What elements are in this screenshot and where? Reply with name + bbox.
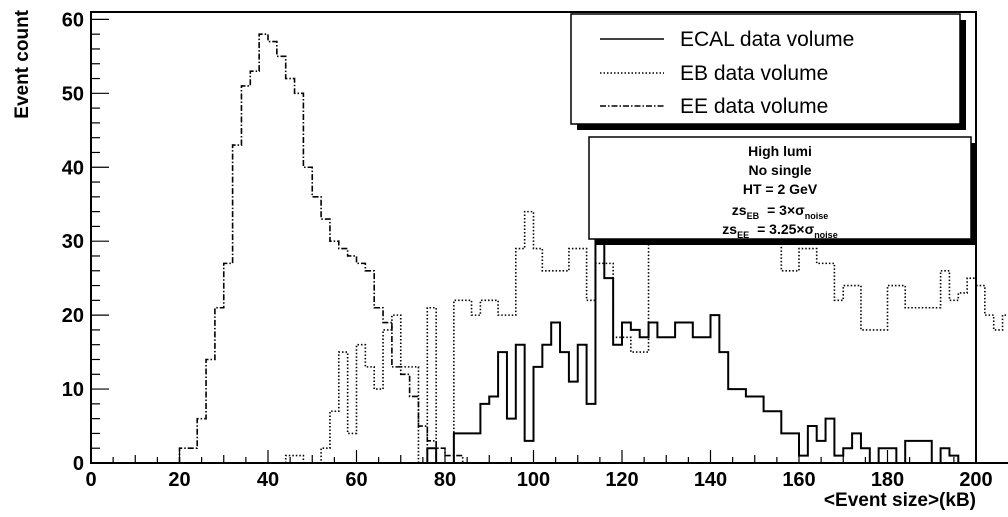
y-tick-label-10: 10 <box>62 379 84 401</box>
zs-ee-prefix: zs <box>722 221 737 237</box>
y-tick-labels: 0 10 20 30 40 50 60 <box>62 9 84 475</box>
x-tick-label-60: 60 <box>345 469 367 491</box>
info-line-ht: HT = 2 GeV <box>743 181 818 197</box>
zs-ee-noise: noise <box>814 230 838 240</box>
zs-ee-value: = 3.25×σ <box>757 221 814 237</box>
series-1-histogram <box>284 151 1008 464</box>
legend-label-ee: EE data volume <box>680 95 828 118</box>
series-2-histogram <box>178 33 985 464</box>
legend-label-ecal: ECAL data volume <box>680 28 854 51</box>
series-layer <box>178 33 1008 464</box>
x-tick-label-20: 20 <box>168 469 190 491</box>
x-tick-label-140: 140 <box>694 469 727 491</box>
info-box-frame <box>588 136 972 240</box>
x-tick-label-180: 180 <box>871 469 904 491</box>
info-box: High lumi No single HT = 2 GeV zsEB = 3×σ… <box>588 136 977 245</box>
x-tick-label-0: 0 <box>85 469 96 491</box>
info-line-no-single: No single <box>748 162 811 178</box>
zs-eb-prefix: zs <box>732 202 747 218</box>
y-tick-label-0: 0 <box>73 453 84 475</box>
y-tick-label-20: 20 <box>62 305 84 327</box>
y-tick-label-40: 40 <box>62 157 84 179</box>
axis-ticks <box>90 18 977 464</box>
legend-label-eb: EB data volume <box>680 62 828 85</box>
series-0-histogram <box>418 218 1008 464</box>
zs-eb-value: = 3×σ <box>767 202 805 218</box>
x-tick-label-200: 200 <box>959 469 992 491</box>
x-tick-labels: 0 20 40 60 80 100 120 140 160 180 200 <box>85 469 992 491</box>
x-axis-title: <Event size>(kB) <box>824 490 976 511</box>
y-tick-label-60: 60 <box>62 9 84 31</box>
x-tick-label-160: 160 <box>782 469 815 491</box>
y-tick-label-30: 30 <box>62 231 84 253</box>
legend: ECAL data volume EB data volume EE data … <box>570 13 966 130</box>
x-tick-label-100: 100 <box>517 469 550 491</box>
zs-ee-sub: EE <box>737 230 749 240</box>
info-line-high-lumi: High lumi <box>748 143 812 159</box>
y-tick-label-50: 50 <box>62 83 84 105</box>
x-tick-label-80: 80 <box>434 469 456 491</box>
info-line-zs-ee: zsEE = 3.25×σnoise <box>722 221 837 240</box>
x-tick-label-120: 120 <box>605 469 638 491</box>
info-line-zs-eb: zsEB = 3×σnoise <box>732 202 828 221</box>
zs-eb-sub: EB <box>747 211 760 221</box>
y-axis-title: Event count <box>12 9 33 118</box>
zs-eb-noise: noise <box>805 211 829 221</box>
x-tick-label-40: 40 <box>257 469 279 491</box>
